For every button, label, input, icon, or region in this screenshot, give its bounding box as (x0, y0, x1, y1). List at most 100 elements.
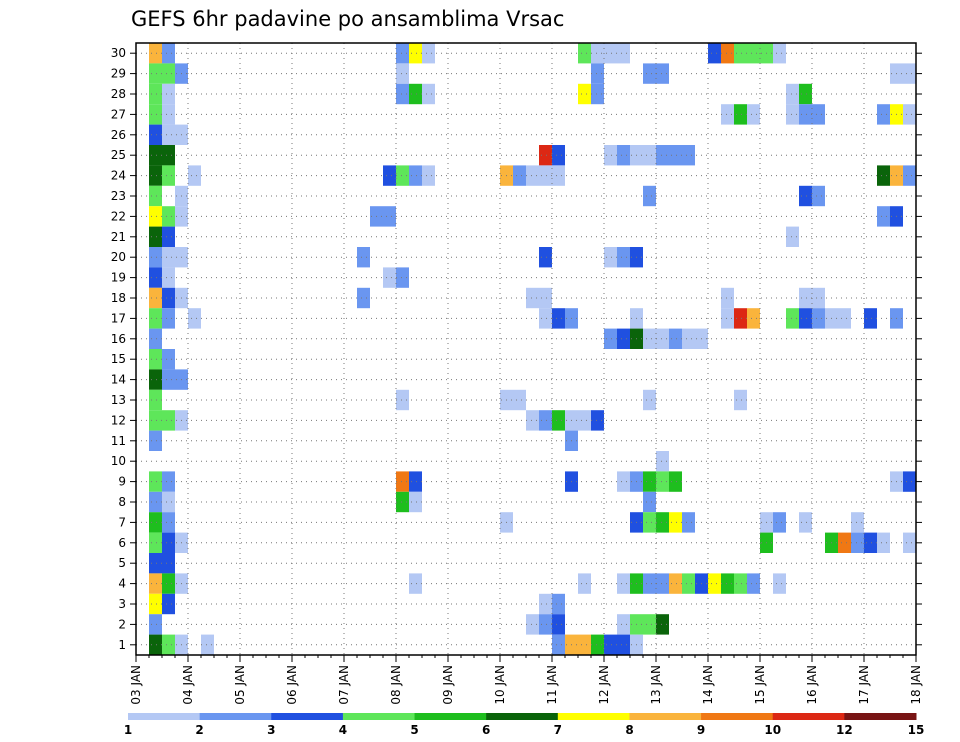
heatmap-cell (162, 369, 175, 390)
heatmap-cell (526, 165, 539, 186)
heatmap-cell (643, 512, 656, 533)
heatmap-cell (643, 471, 656, 492)
heatmap-cell (357, 247, 370, 268)
heatmap-cell (526, 614, 539, 635)
heatmap-cell (552, 614, 565, 635)
x-tick-label: 13 JAN (649, 665, 663, 705)
heatmap-cell (682, 145, 695, 166)
heatmap-cell (396, 491, 409, 513)
heatmap-cell (669, 573, 682, 594)
heatmap-cell (799, 83, 812, 105)
legend-swatch (128, 713, 201, 720)
y-tick-label: 24 (111, 169, 126, 183)
heatmap-cell (799, 308, 812, 329)
heatmap-cell (149, 165, 162, 186)
heatmap-cell (149, 83, 162, 105)
heatmap-cell (149, 247, 162, 268)
heatmap-cell (149, 124, 162, 145)
heatmap-cell (357, 287, 370, 309)
heatmap-cell (838, 308, 851, 329)
heatmap-cell (604, 328, 617, 349)
heatmap-cell (643, 573, 656, 594)
legend-label: 6 (482, 723, 490, 737)
x-tick-label: 18 JAN (909, 665, 923, 705)
x-tick-label: 12 JAN (597, 665, 611, 705)
heatmap-cell (643, 63, 656, 84)
heatmap-cell (162, 267, 175, 288)
legend-label: 3 (267, 723, 275, 737)
heatmap-cell (773, 512, 786, 533)
heatmap-cell (149, 43, 162, 64)
heatmap-cell (643, 491, 656, 513)
heatmap-cell (162, 532, 175, 553)
heatmap-cell (396, 43, 409, 64)
heatmap-cell (669, 471, 682, 492)
heatmap-cells (149, 43, 916, 655)
legend-swatch (486, 713, 559, 720)
legend-swatch (772, 713, 845, 720)
heatmap-cell (201, 634, 214, 655)
legend-label: 2 (195, 723, 203, 737)
heatmap-cell (617, 328, 630, 349)
y-tick-label: 5 (118, 556, 126, 570)
heatmap-cell (734, 104, 747, 125)
heatmap-cell (149, 614, 162, 635)
heatmap-cell (617, 573, 630, 594)
heatmap-cell (708, 43, 721, 64)
heatmap-cell (617, 634, 630, 655)
y-tick-label: 27 (111, 107, 126, 121)
heatmap-cell (149, 512, 162, 533)
heatmap-cell (812, 104, 825, 125)
y-tick-label: 29 (111, 67, 126, 81)
heatmap-cell (162, 573, 175, 594)
heatmap-cell (539, 247, 552, 268)
heatmap-cell (604, 145, 617, 166)
heatmap-cell (149, 185, 162, 207)
y-tick-label: 6 (118, 536, 126, 550)
heatmap-cell (383, 165, 396, 186)
heatmap-cell (409, 43, 422, 64)
heatmap-cell (149, 145, 162, 166)
x-tick-label: 04 JAN (181, 665, 195, 705)
legend-label: 5 (410, 723, 418, 737)
y-tick-label: 25 (111, 148, 126, 162)
heatmap-cell (656, 145, 669, 166)
heatmap-cell (864, 532, 877, 553)
heatmap-cell (162, 83, 175, 105)
heatmap-cell (877, 206, 890, 227)
heatmap-cell (786, 83, 799, 105)
y-tick-label: 22 (111, 209, 126, 223)
heatmap-cell (877, 165, 890, 186)
heatmap-cell (851, 512, 864, 533)
heatmap-cell (578, 410, 591, 431)
legend-swatch (271, 713, 344, 720)
heatmap-cell (604, 247, 617, 268)
heatmap-cell (617, 614, 630, 635)
heatmap-cell (799, 512, 812, 533)
heatmap-cell (383, 267, 396, 288)
y-tick-label: 18 (111, 291, 126, 305)
heatmap-cell (734, 43, 747, 64)
heatmap-cell (643, 145, 656, 166)
heatmap-cell (162, 124, 175, 145)
heatmap-cell (149, 267, 162, 288)
heatmap-cell (149, 634, 162, 655)
heatmap-cell (188, 308, 201, 329)
heatmap-cell (162, 471, 175, 492)
heatmap-cell (799, 104, 812, 125)
heatmap-cell (734, 389, 747, 411)
heatmap-cell (162, 308, 175, 329)
heatmap-cell (812, 287, 825, 309)
heatmap-cell (578, 43, 591, 64)
heatmap-cell (539, 145, 552, 166)
chart-title: GEFS 6hr padavine po ansamblima Vrsac (131, 7, 564, 31)
legend-label: 7 (554, 723, 562, 737)
heatmap-cell (799, 287, 812, 309)
heatmap-cell (643, 614, 656, 635)
heatmap-cell (409, 165, 422, 186)
heatmap-cell (578, 634, 591, 655)
y-tick-label: 21 (111, 230, 126, 244)
legend-label: 9 (697, 723, 705, 737)
heatmap-cell (682, 512, 695, 533)
heatmap-cell (617, 471, 630, 492)
